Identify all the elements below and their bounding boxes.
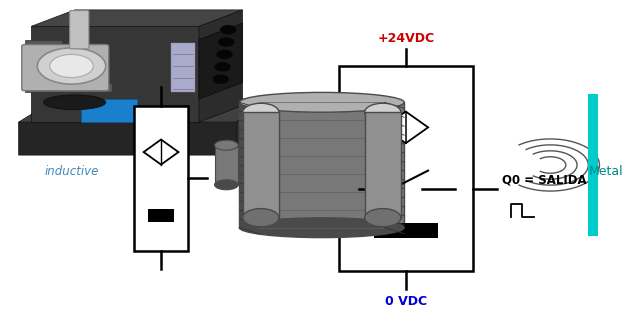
Ellipse shape <box>365 209 401 227</box>
Polygon shape <box>81 99 137 122</box>
Circle shape <box>50 54 93 78</box>
Text: inductive: inductive <box>45 165 98 178</box>
Text: Q0 = SALIDA: Q0 = SALIDA <box>502 173 586 186</box>
Bar <box>171 43 194 92</box>
Bar <box>587 94 598 236</box>
Circle shape <box>219 38 234 46</box>
Text: Metal: Metal <box>589 165 624 178</box>
Bar <box>243 112 279 218</box>
Ellipse shape <box>214 180 238 190</box>
Ellipse shape <box>240 218 404 238</box>
Polygon shape <box>31 26 199 122</box>
Polygon shape <box>199 23 243 99</box>
Circle shape <box>213 75 228 83</box>
Polygon shape <box>199 10 243 122</box>
Polygon shape <box>25 40 112 92</box>
Ellipse shape <box>365 103 401 121</box>
Polygon shape <box>19 99 273 122</box>
Ellipse shape <box>243 103 279 121</box>
Polygon shape <box>144 140 179 165</box>
Bar <box>240 102 404 228</box>
Ellipse shape <box>214 140 238 150</box>
Polygon shape <box>236 99 273 155</box>
Ellipse shape <box>43 95 106 110</box>
Bar <box>148 210 174 222</box>
FancyBboxPatch shape <box>70 11 89 49</box>
Circle shape <box>215 63 230 71</box>
Polygon shape <box>19 99 273 155</box>
Bar <box>374 222 438 238</box>
Bar <box>214 145 238 185</box>
FancyBboxPatch shape <box>22 45 109 91</box>
Text: +24VDC: +24VDC <box>377 32 435 45</box>
Circle shape <box>217 50 232 58</box>
Bar <box>134 106 189 251</box>
Polygon shape <box>31 10 243 26</box>
Ellipse shape <box>240 92 404 112</box>
Bar <box>365 112 401 218</box>
Bar <box>339 66 473 271</box>
Ellipse shape <box>243 209 279 227</box>
Circle shape <box>221 26 236 34</box>
Bar <box>240 102 259 228</box>
Circle shape <box>38 48 106 84</box>
Polygon shape <box>383 112 428 143</box>
Text: 0 VDC: 0 VDC <box>385 295 427 308</box>
